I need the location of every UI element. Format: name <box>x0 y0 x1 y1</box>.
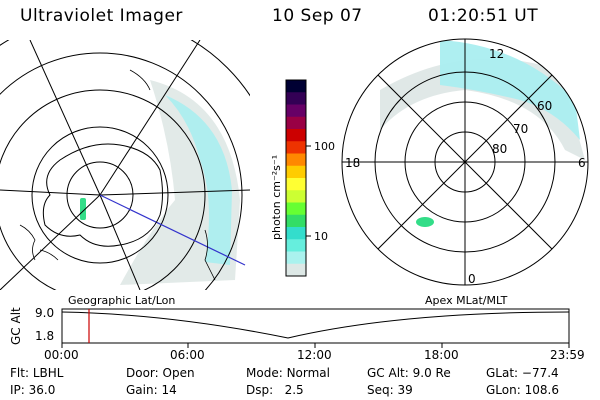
glon-label: GLon: <box>486 383 521 397</box>
seq-label: Seq: <box>367 383 394 397</box>
color-scale-segment <box>286 92 306 105</box>
timeline-ytick-9: 9.0 <box>35 306 55 320</box>
mode-field: Mode: Normal <box>246 366 330 380</box>
right-panel-label: Apex MLat/MLT <box>425 294 508 307</box>
coastline-islands <box>19 224 59 261</box>
image-date: 10 Sep 07 <box>272 6 363 26</box>
polar-grid <box>341 38 589 286</box>
glon-value: 108.6 <box>524 383 559 397</box>
gcalt-value: 9.0 Re <box>412 366 451 380</box>
mode-label: Mode: <box>246 366 283 380</box>
color-scale-segment <box>286 129 306 142</box>
gcalt-label: GC Alt: <box>367 366 409 380</box>
timeline-xtick-1800: 18:00 <box>424 348 459 362</box>
colorbar-tick-label-100: 100 <box>314 140 335 153</box>
color-scale-segment <box>286 141 306 154</box>
timeline-xtick-1200: 12:00 <box>297 348 332 362</box>
color-scale-segment <box>286 202 306 216</box>
mlt-label-12: 12 <box>489 47 504 61</box>
glat-value: −77.4 <box>521 366 559 380</box>
mlt-label-18: 18 <box>345 156 360 170</box>
timeline-xtick-0600: 06:00 <box>170 348 205 362</box>
timeline-xtick-0000: 00:00 <box>44 348 79 362</box>
color-scale-segment <box>286 214 306 228</box>
color-scale-segment <box>286 116 306 130</box>
mlat-label-80: 80 <box>492 142 507 156</box>
dsp-label: Dsp: <box>246 383 274 397</box>
coastline-fragments <box>129 69 216 281</box>
color-scale-segment <box>286 104 306 118</box>
seq-field: Seq: 39 <box>367 383 413 397</box>
glat-label: GLat: <box>486 366 519 380</box>
latitude-circles <box>0 40 250 290</box>
color-scale-segment <box>286 153 306 167</box>
color-scale-segment <box>286 165 306 179</box>
polar-emission-spot <box>416 217 434 227</box>
mode-value: Normal <box>286 366 330 380</box>
seq-value: 39 <box>397 383 413 397</box>
mlt-label-0: 0 <box>468 272 476 286</box>
mlt-label-6: 6 <box>578 156 586 170</box>
color-scale-segment <box>286 251 306 265</box>
mlat-label-60: 60 <box>537 99 552 113</box>
gain-value: 14 <box>161 383 177 397</box>
geographic-map <box>0 40 250 290</box>
colorbar-unit-label: photon cm⁻²s⁻¹ <box>270 155 283 240</box>
ip-label: IP: <box>10 383 25 397</box>
colorbar-tick-label-10: 10 <box>314 230 328 243</box>
polar-auroral-band <box>440 40 580 140</box>
filter-field: Flt: LBHL <box>10 366 63 380</box>
orbit-altitude-curve <box>61 311 570 339</box>
emission-spot <box>80 198 86 220</box>
color-scale-segment <box>286 263 306 277</box>
dsp-value: 2.5 <box>284 383 304 397</box>
color-scale-frame <box>285 79 307 277</box>
coastline <box>42 143 163 247</box>
gain-label: Gain: <box>126 383 158 397</box>
filter-label: Flt: <box>10 366 29 380</box>
orbit-altitude-frame <box>61 308 570 344</box>
ip-value: 36.0 <box>28 383 56 397</box>
door-value: Open <box>162 366 195 380</box>
image-time: 01:20:51 UT <box>428 6 539 26</box>
color-scale-segment <box>286 190 306 203</box>
glon-field: GLon: 108.6 <box>486 383 559 397</box>
ip-field: IP: 36.0 <box>10 383 55 397</box>
glat-field: GLat: −77.4 <box>486 366 559 380</box>
gain-field: Gain: 14 <box>126 383 177 397</box>
longitude-lines <box>0 40 250 290</box>
timeline-ticks <box>61 343 570 348</box>
color-scale-segment <box>286 80 306 93</box>
door-field: Door: Open <box>126 366 195 380</box>
door-label: Door: <box>126 366 159 380</box>
dsp-field: Dsp: 2.5 <box>246 383 304 397</box>
timeline-ytick-1-8: 1.8 <box>35 329 55 343</box>
color-scale-segment <box>286 227 306 240</box>
timeline-xtick-2359: 23:59 <box>550 348 585 362</box>
color-scale-bar <box>286 80 306 277</box>
filter-value: LBHL <box>32 366 64 380</box>
gcalt-field: GC Alt: 9.0 Re <box>367 366 451 380</box>
left-panel-label: Geographic Lat/Lon <box>68 294 175 307</box>
mlat-label-70: 70 <box>513 122 528 136</box>
color-scale-segment <box>286 239 306 252</box>
timeline-ylabel: GC Alt <box>9 307 23 345</box>
auroral-oval-band <box>165 95 232 265</box>
instrument-title: Ultraviolet Imager <box>20 6 183 26</box>
color-scale-segment <box>286 178 306 191</box>
terminator-line <box>99 194 246 266</box>
